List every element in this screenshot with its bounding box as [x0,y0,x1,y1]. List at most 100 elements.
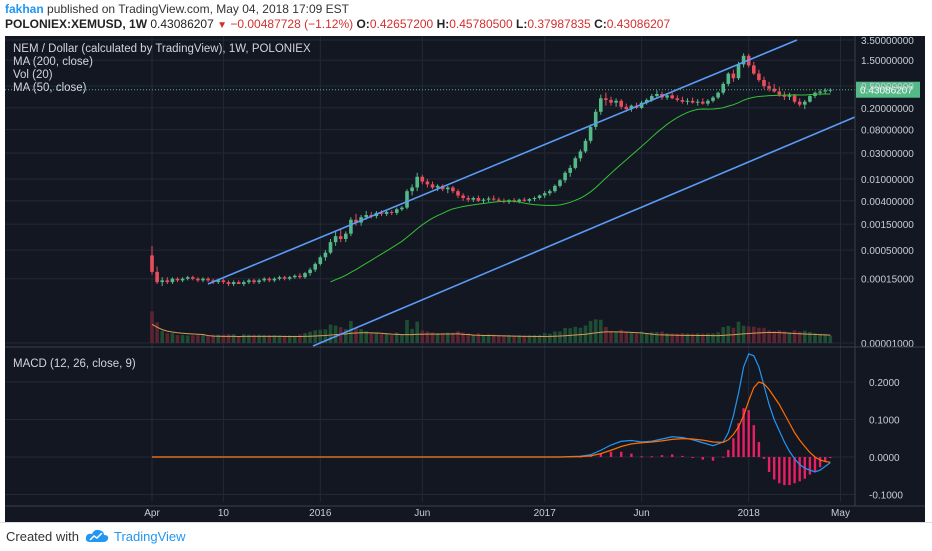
volume-bar [420,330,425,343]
last-price-badge-text: 0.43086207 [860,86,913,97]
price-tick-label: 3.50000000 [861,36,914,47]
volume-bar [660,331,664,343]
chart-svg[interactable]: 0.43086207 3.50000000 1.50000000 0.5000000… [5,36,925,522]
candle-body [823,90,827,92]
volume-bar [823,334,827,343]
candle-body [655,93,659,97]
volume-bar [231,334,236,343]
tradingview-cloud-icon[interactable] [84,527,110,545]
candle-body [701,101,705,104]
volume-bar [542,333,547,343]
candle-body [333,236,338,243]
candle-body [548,191,552,194]
volume-bar [746,326,751,343]
volume-bar [644,333,649,343]
volume-bar [629,332,634,343]
candle-body [711,97,715,101]
volume-bar [716,332,720,343]
chart-area[interactable]: 0.43086207 3.50000000 1.50000000 0.5000000… [5,36,925,522]
time-tick-label: May [831,508,850,519]
macd-tick-label: -0.1000 [869,491,903,502]
price-tick-label: 0.03000000 [861,149,914,160]
histogram-bar [737,423,740,457]
candle-body [731,73,736,79]
volume-bar [736,321,741,343]
close-label: C: [594,17,607,31]
candle-body [293,275,297,278]
volume-bar [226,334,231,343]
candle-body [629,105,634,110]
candle-body [451,187,455,192]
volume-bar [665,333,669,343]
volume-bar [298,334,302,343]
candle-body [308,269,312,274]
volume-bar [481,334,486,343]
candle-body [262,278,266,281]
candle-body [782,94,787,97]
volume-bar [670,333,674,343]
candle-body [410,187,414,192]
volume-bar [532,335,537,343]
candles [150,53,833,287]
candle-body [522,199,527,201]
histogram-bar [727,449,730,457]
candle-body [609,99,613,103]
volume-bar [558,331,562,343]
volume-bar [451,332,455,343]
candle-body [588,126,593,141]
volume-bar [604,326,608,343]
histogram-bar [640,456,643,458]
low-label: L: [515,17,528,31]
footer: Created with TradingView [0,522,932,551]
ma-50-line [330,93,831,283]
volume-bar [456,331,460,343]
histogram-bar [788,457,791,486]
volume-bar [165,333,170,343]
volume-bar [318,329,323,343]
candle-body [206,278,210,281]
volume-bar [405,319,409,343]
candle-body [471,197,476,200]
candle-body [777,91,782,95]
histogram-bar [599,453,602,457]
macd-tick-label: 0.0000 [869,453,900,464]
open-label: O: [356,17,370,31]
tradingview-brand[interactable]: TradingView [114,529,186,544]
volume-bar [787,332,792,343]
macd-tick-label: 0.2000 [869,378,900,389]
candle-body [772,88,776,92]
candle-body [405,191,409,208]
volume-bar [650,332,654,343]
candle-body [491,198,496,200]
candle-body [583,140,588,152]
indicator-lines: 0.43086207 [5,39,920,347]
candle-body [277,277,282,279]
histogram-bar [650,456,653,458]
histogram-bar [671,454,674,457]
volume-bar [185,335,190,343]
candle-body [527,199,532,201]
volume-bar [191,335,195,343]
histogram-bar [711,457,715,461]
author-link[interactable]: fakhan [5,2,44,16]
candle-body [165,280,170,283]
volume-bar [588,320,593,343]
volume-bar [818,333,822,343]
candle-body [542,193,547,196]
histogram-bar [767,457,771,472]
volume-bar [527,335,532,343]
macd-line [152,353,831,473]
symbol-label: POLONIEX:XEMUSD, 1W [5,17,148,31]
candle-body [624,106,629,110]
price-tick-label: 0.00050000 [861,246,914,257]
volume-bar [308,331,312,343]
volume-bar [287,335,292,343]
macd-legend: MACD (12, 26, close, 9) [13,358,136,370]
volume-bar [619,329,623,343]
volume-bar [175,335,180,343]
candle-body [665,95,669,98]
volume-bar [155,322,159,343]
candle-body [180,278,185,281]
volume-bar [247,334,251,343]
histogram-bar [691,457,694,458]
